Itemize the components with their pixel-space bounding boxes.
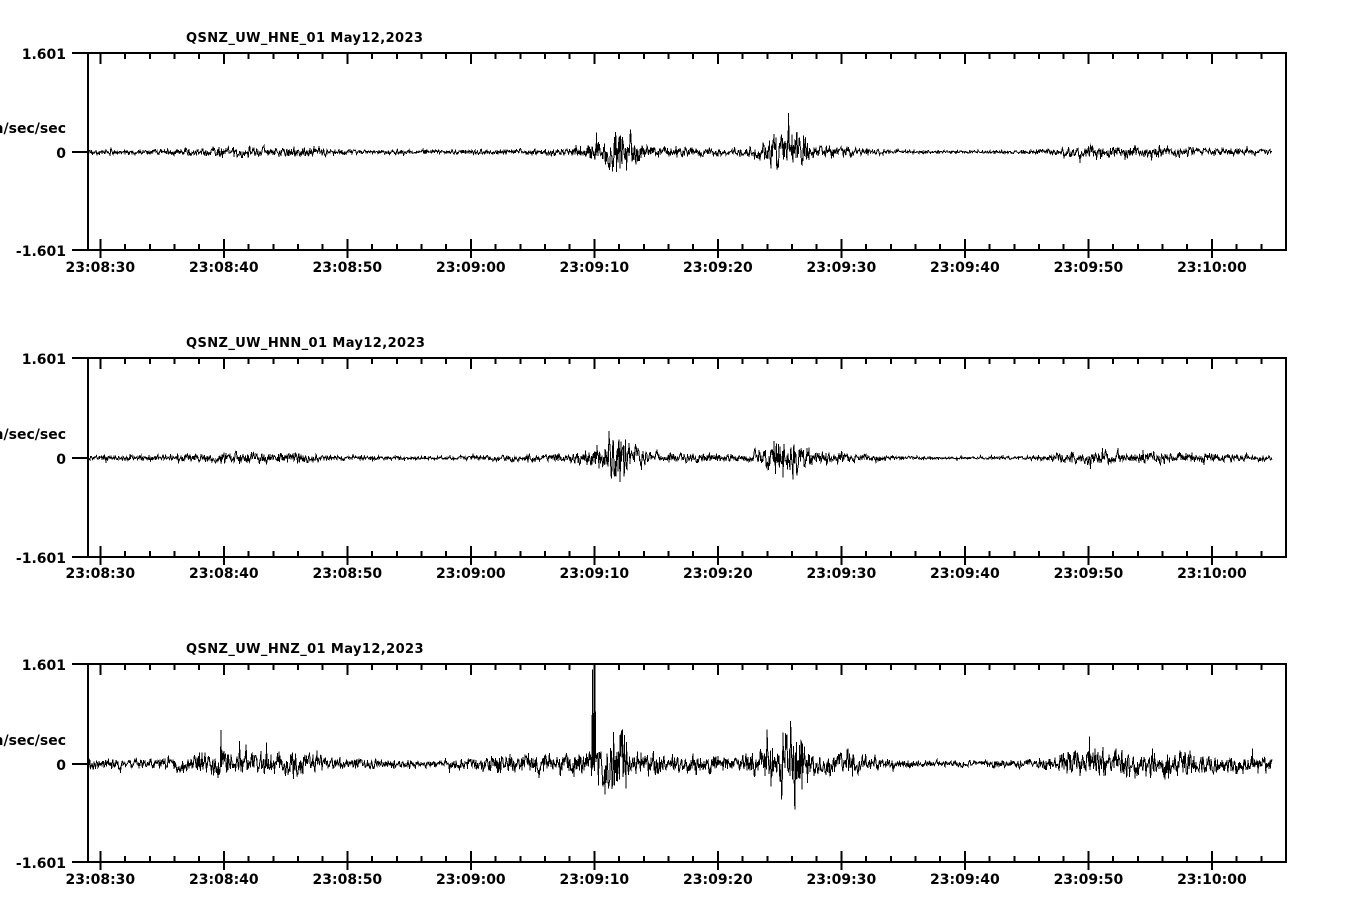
waveform-trace [87,112,1273,172]
x-tick-label: 23:09:30 [807,872,877,888]
x-tick-label: 23:08:40 [189,872,259,888]
y-axis-units: cm/sec/sec [0,121,66,137]
x-tick-label: 23:09:50 [1054,260,1124,276]
y-tick-label-zero: 0 [56,452,66,468]
y-tick-label-zero: 0 [56,758,66,774]
y-tick-label-max: 1.601 [22,658,66,674]
x-tick-label: 23:10:00 [1177,260,1247,276]
x-tick-label: 23:10:00 [1177,872,1247,888]
x-tick-label: 23:09:00 [436,260,506,276]
x-tick-label: 23:08:50 [313,872,383,888]
seismogram-plot: 1.601 0 -1.601 cm/sec/sec QSNZ_UW_HNE_01 May… [0,31,1287,276]
x-tick-label: 23:09:50 [1054,566,1124,582]
x-tick-label: 23:10:00 [1177,566,1247,582]
x-tick-label: 23:08:50 [313,260,383,276]
x-tick-label: 23:08:40 [189,566,259,582]
panel-title: QSNZ_UW_HNZ_01 May12,2023 [186,642,424,657]
seismogram-panel: 1.601 0 -1.601 cm/sec/sec QSNZ_UW_HNN_01 May… [0,305,1358,605]
x-tick-label: 23:09:30 [807,260,877,276]
x-tick-label: 23:09:40 [930,872,1000,888]
x-tick-label: 23:09:10 [560,566,630,582]
y-tick-label-max: 1.601 [22,352,66,368]
y-tick-label-min: -1.601 [16,551,66,567]
x-tick-label: 23:09:40 [930,566,1000,582]
x-tick-label: 23:09:20 [683,260,753,276]
panel-title: QSNZ_UW_HNN_01 May12,2023 [186,336,425,351]
seismogram-plot: 1.601 0 -1.601 cm/sec/sec QSNZ_UW_HNN_01 May… [0,336,1287,582]
x-tick-label: 23:09:10 [560,260,630,276]
x-tick-label: 23:09:10 [560,872,630,888]
x-tick-label: 23:09:30 [807,566,877,582]
seismogram-panel: 1.601 0 -1.601 cm/sec/sec QSNZ_UW_HNE_01 May… [0,0,1358,300]
y-tick-label-min: -1.601 [16,244,66,260]
x-tick-label: 23:08:50 [313,566,383,582]
y-tick-label-max: 1.601 [22,47,66,63]
seismogram-panel: 1.601 0 -1.601 cm/sec/sec QSNZ_UW_HNZ_01 May… [0,607,1358,924]
x-tick-label: 23:09:50 [1054,872,1124,888]
x-tick-label: 23:09:20 [683,872,753,888]
waveform-trace [87,431,1273,482]
x-tick-label: 23:08:30 [66,566,136,582]
y-axis-units: cm/sec/sec [0,427,66,443]
x-tick-label: 23:08:40 [189,260,259,276]
x-tick-label: 23:09:00 [436,872,506,888]
x-tick-label: 23:09:20 [683,566,753,582]
y-tick-label-zero: 0 [56,146,66,162]
x-tick-label: 23:09:00 [436,566,506,582]
y-tick-label-min: -1.601 [16,856,66,872]
panel-title: QSNZ_UW_HNE_01 May12,2023 [186,31,423,46]
x-tick-label: 23:08:30 [66,872,136,888]
x-tick-label: 23:09:40 [930,260,1000,276]
y-axis-units: cm/sec/sec [0,733,66,749]
waveform-trace [87,664,1273,810]
x-tick-label: 23:08:30 [66,260,136,276]
seismogram-plot: 1.601 0 -1.601 cm/sec/sec QSNZ_UW_HNZ_01 May… [0,642,1287,888]
